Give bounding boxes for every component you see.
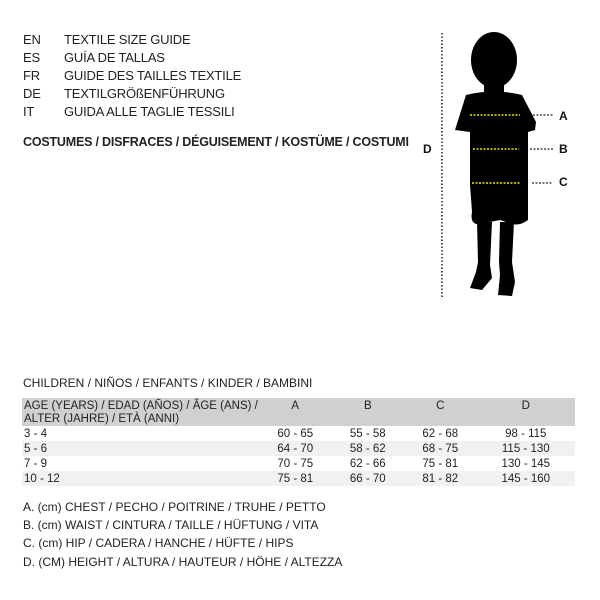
column-header-b: B bbox=[331, 398, 405, 426]
cell-c: 68 - 75 bbox=[404, 441, 477, 456]
cell-c: 81 - 82 bbox=[404, 471, 477, 486]
table-title: CHILDREN / NIÑOS / ENFANTS / KINDER / BA… bbox=[23, 376, 313, 390]
lang-text: TEXTILGRÖßENFÜHRUNG bbox=[64, 86, 225, 101]
column-header-a: A bbox=[259, 398, 332, 426]
lang-code: DE bbox=[23, 86, 41, 101]
age-cell: 3 - 4 bbox=[24, 427, 48, 440]
lang-text: GUIDA ALLE TAGLIE TESSILI bbox=[64, 104, 235, 119]
size-table: AGE (YEARS) / EDAD (AÑOS) / ÂGE (ANS) / A… bbox=[22, 398, 575, 486]
age-header-line2: ALTER (JAHRE) / ETÀ (ANNI) bbox=[24, 413, 180, 425]
measure-lines bbox=[470, 114, 521, 184]
cell-b: 58 - 62 bbox=[331, 441, 405, 456]
legend-height: D. (CM) HEIGHT / ALTURA / HAUTEUR / HÖHE… bbox=[23, 555, 343, 569]
cell-a: 60 - 65 bbox=[277, 427, 314, 440]
lang-code: IT bbox=[23, 104, 35, 119]
label-b: B bbox=[559, 142, 568, 156]
table-row: 5 - 6 64 - 70 58 - 62 68 - 75 115 - 130 bbox=[22, 441, 575, 456]
cell-d: 115 - 130 bbox=[476, 441, 575, 456]
legend-hip: C. (cm) HIP / CADERA / HANCHE / HÜFTE / … bbox=[23, 536, 294, 550]
cell-a: 75 - 81 bbox=[259, 471, 332, 486]
label-c: C bbox=[559, 175, 568, 189]
legend-waist: B. (cm) WAIST / CINTURA / TAILLE / HÜFTU… bbox=[23, 518, 319, 532]
lang-text: TEXTILE SIZE GUIDE bbox=[64, 32, 191, 47]
cell-a: 64 - 70 bbox=[259, 441, 332, 456]
age-header: AGE (YEARS) / EDAD (AÑOS) / ÂGE (ANS) / A… bbox=[22, 398, 259, 426]
table-row: 3 - 4 60 - 65 55 - 58 62 - 68 98 - 115 bbox=[22, 426, 575, 441]
cell-b: 62 - 66 bbox=[349, 457, 386, 470]
child-silhouette-figure: A B C D bbox=[423, 32, 568, 298]
cell-d: 98 - 115 bbox=[505, 427, 547, 440]
age-cell: 10 - 12 bbox=[22, 471, 259, 486]
cell-d: 130 - 145 bbox=[501, 457, 551, 470]
cell-c: 75 - 81 bbox=[422, 457, 459, 470]
age-cell: 5 - 6 bbox=[22, 441, 259, 456]
age-header-line1: AGE (YEARS) / EDAD (AÑOS) / ÂGE (ANS) / bbox=[24, 400, 258, 412]
category-heading: COSTUMES / DISFRACES / DÉGUISEMENT / KOS… bbox=[23, 135, 409, 149]
cell-b: 66 - 70 bbox=[331, 471, 405, 486]
lang-code: FR bbox=[23, 68, 40, 83]
label-a: A bbox=[559, 109, 568, 123]
legend-chest: A. (cm) CHEST / PECHO / POITRINE / TRUHE… bbox=[23, 500, 326, 514]
lang-text: GUIDE DES TAILLES TEXTILE bbox=[64, 68, 242, 83]
table-row: 7 - 9 70 - 75 62 - 66 75 - 81 130 - 145 bbox=[22, 456, 575, 471]
column-header-c: C bbox=[404, 398, 477, 426]
table-header-row: AGE (YEARS) / EDAD (AÑOS) / ÂGE (ANS) / A… bbox=[22, 398, 575, 426]
column-header-d: D bbox=[476, 398, 575, 426]
age-cell: 7 - 9 bbox=[24, 457, 48, 470]
cell-d: 145 - 160 bbox=[476, 471, 575, 486]
cell-c: 62 - 68 bbox=[422, 427, 459, 440]
cell-b: 55 - 58 bbox=[349, 427, 386, 440]
lang-text: GUÍA DE TALLAS bbox=[64, 50, 165, 65]
child-silhouette-icon bbox=[455, 32, 536, 296]
cell-a: 70 - 75 bbox=[277, 457, 314, 470]
label-d: D bbox=[423, 142, 432, 156]
lang-code: ES bbox=[23, 50, 40, 65]
lang-code: EN bbox=[23, 32, 41, 47]
table-row: 10 - 12 75 - 81 66 - 70 81 - 82 145 - 160 bbox=[22, 471, 575, 486]
